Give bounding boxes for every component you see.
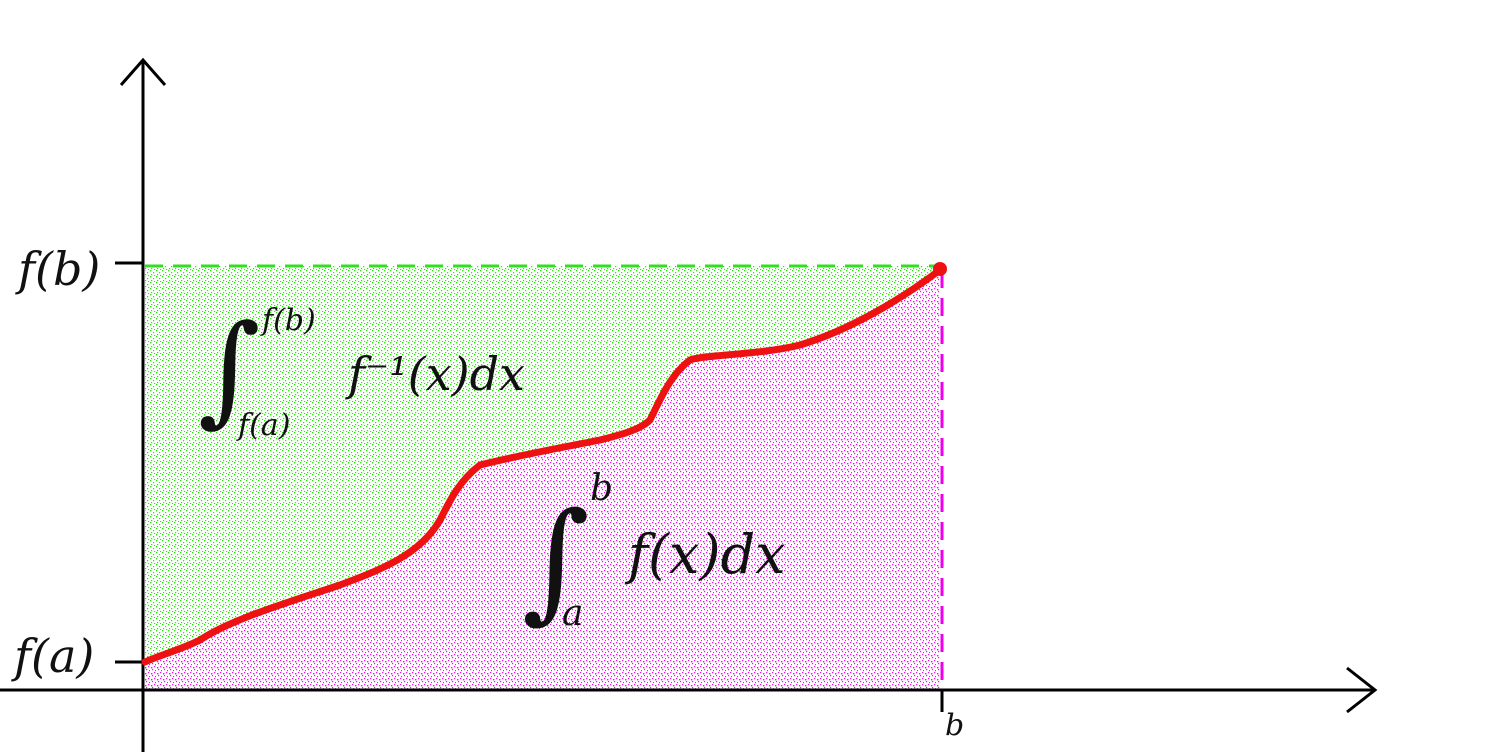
x-axis-arrowhead bbox=[1346, 666, 1378, 714]
b-label: b bbox=[945, 708, 964, 743]
inverse-integral-region bbox=[145, 266, 940, 662]
fb-label: f(b) bbox=[15, 242, 100, 296]
curve-endpoint bbox=[933, 262, 947, 276]
inverse-integral-upper-limit: f(b) bbox=[260, 303, 316, 338]
direct-integral-upper-limit: b bbox=[590, 468, 613, 509]
function-curve bbox=[141, 266, 944, 666]
inverse-integral-sign: ∫ bbox=[198, 300, 261, 439]
y-axis-arrowhead bbox=[119, 57, 167, 86]
inverse-integral-lower-limit: f(a) bbox=[236, 408, 290, 443]
direct-integral-sign: ∫ bbox=[522, 484, 590, 636]
direct-integral-integrand: f(x)dx bbox=[624, 523, 786, 586]
fa-label: f(a) bbox=[11, 629, 94, 683]
inverse-integral-integrand: f⁻¹(x)dx bbox=[345, 347, 525, 401]
direct-integral-lower-limit: a bbox=[562, 593, 583, 634]
